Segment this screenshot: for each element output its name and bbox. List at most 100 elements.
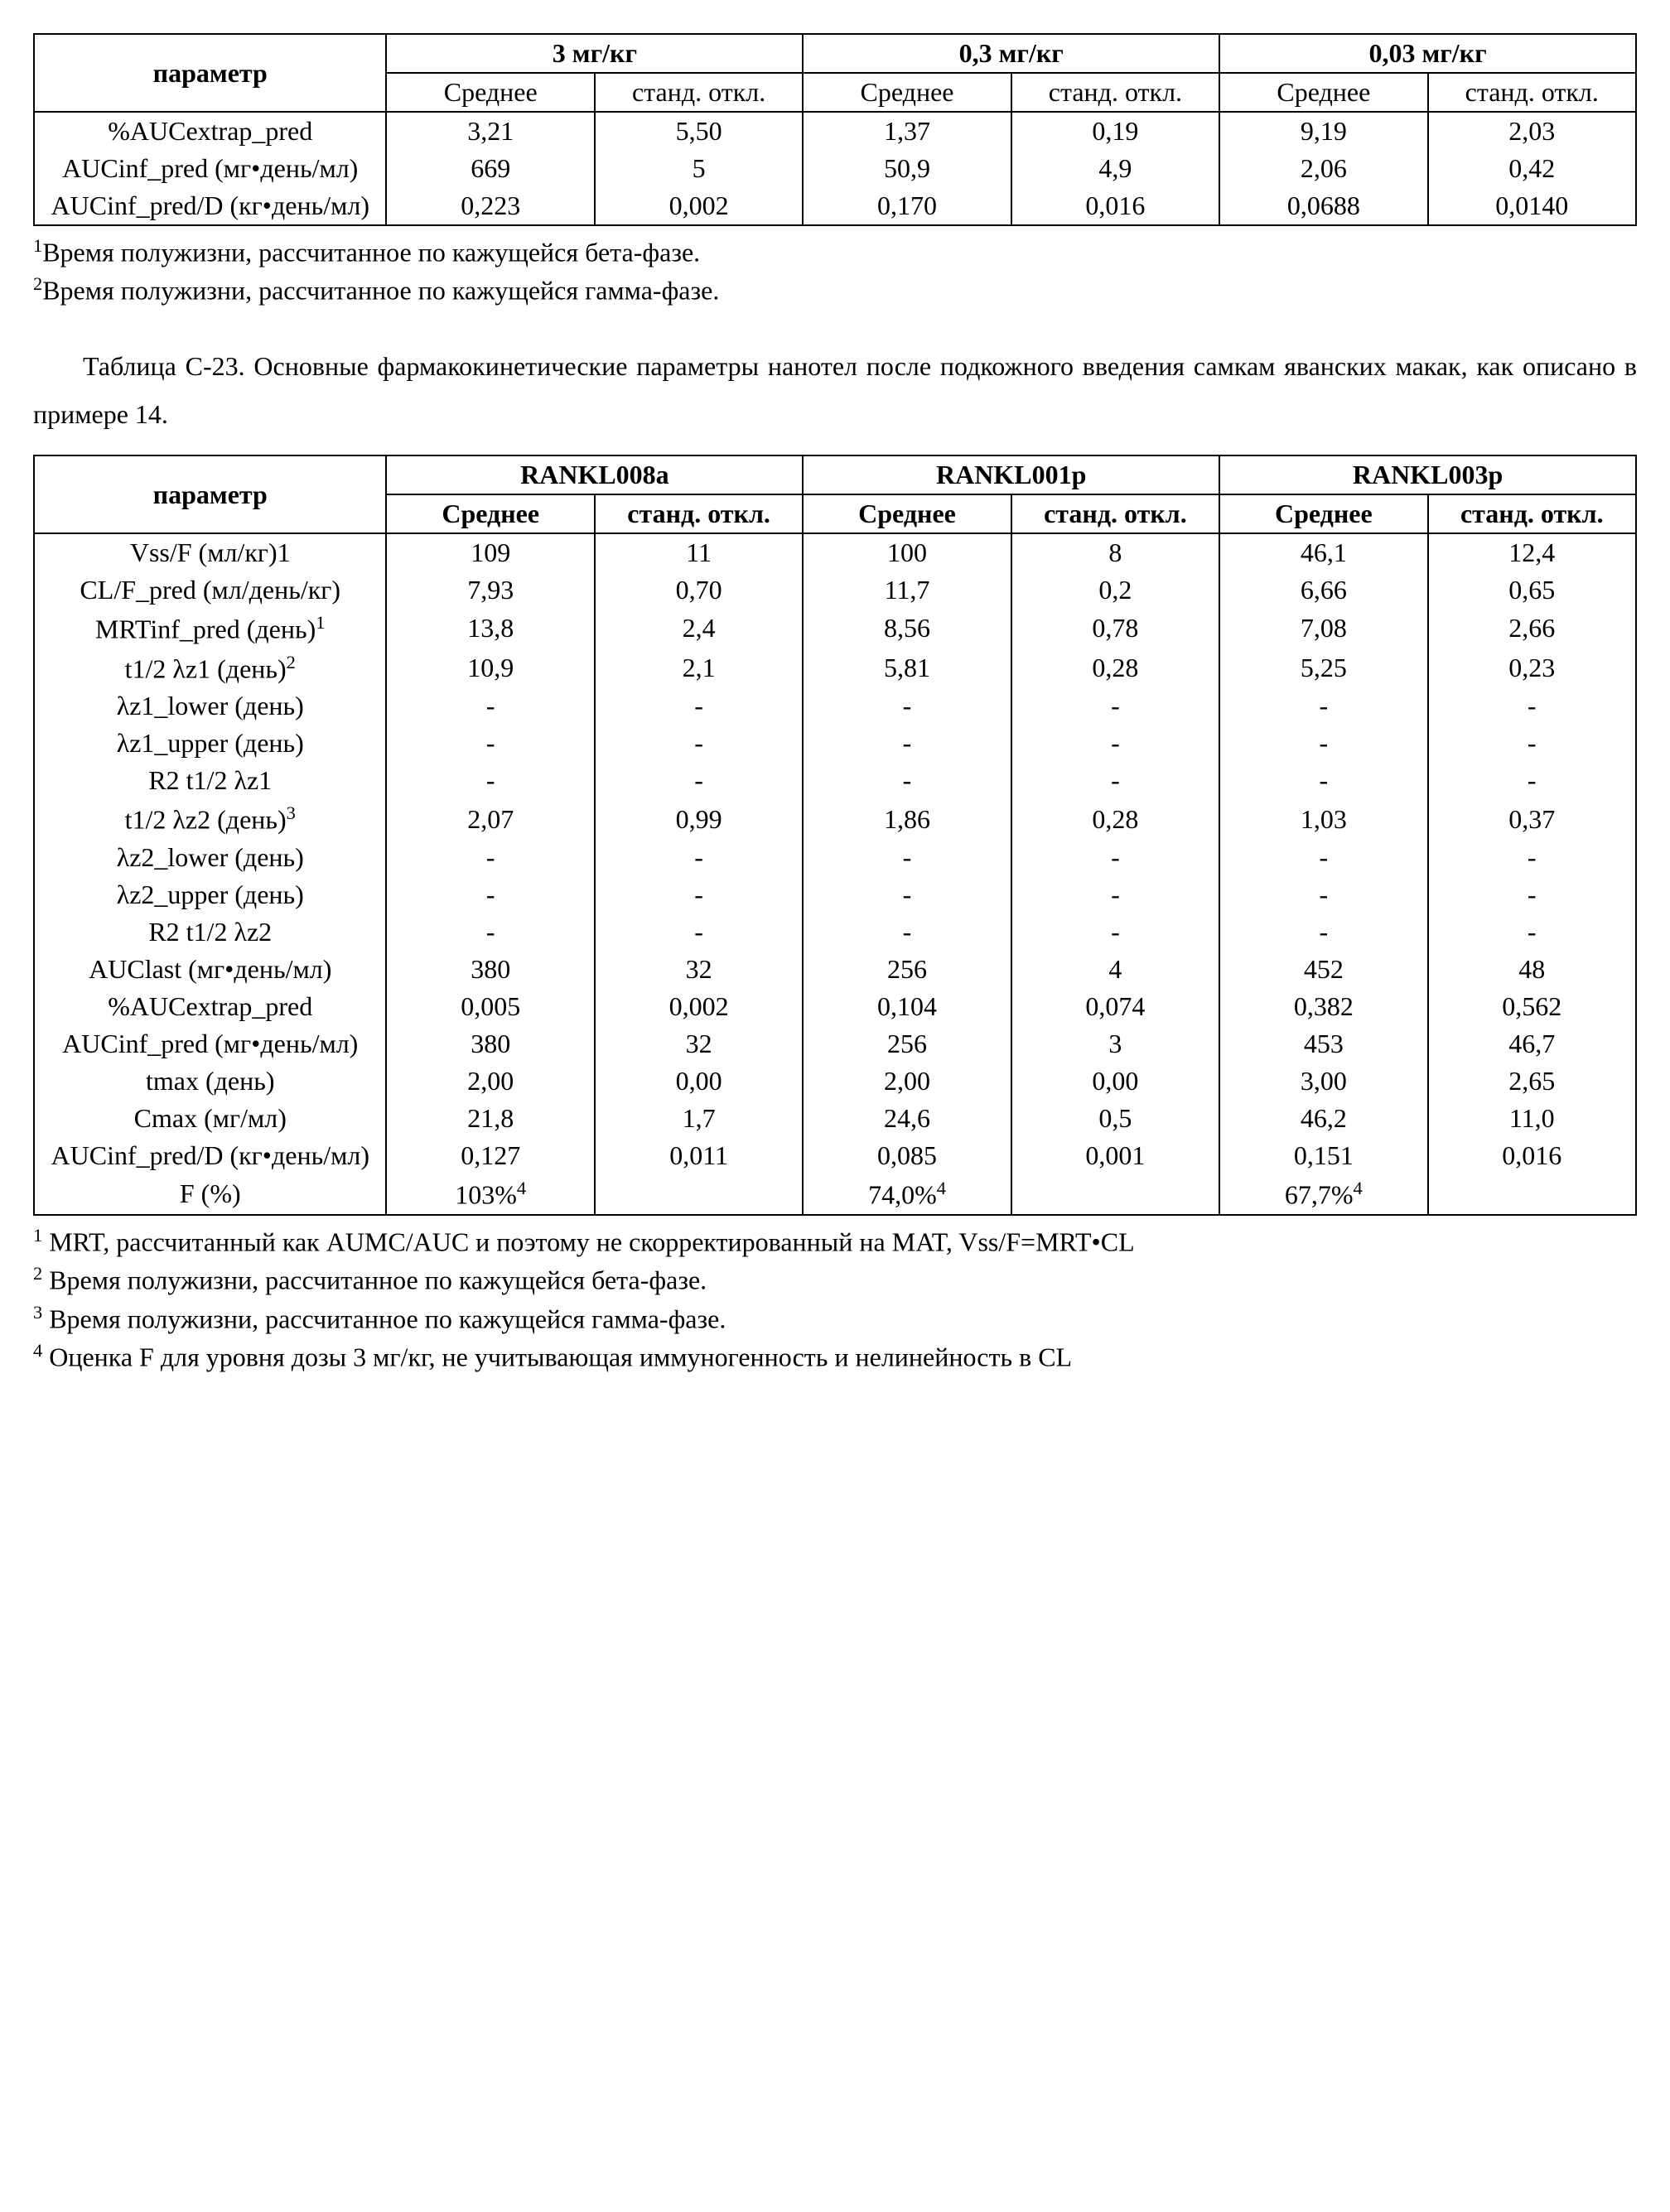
data-cell: - [1428, 876, 1636, 913]
data-cell: 46,7 [1428, 1025, 1636, 1063]
data-cell: 0,223 [386, 187, 594, 225]
table-row: Vss/F (мл/кг)110911100846,112,4 [34, 533, 1636, 571]
table-1-body: %AUCextrap_pred3,215,501,370,199,192,03A… [34, 112, 1636, 225]
param-cell: tmax (день) [34, 1063, 386, 1100]
data-cell: 0,65 [1428, 571, 1636, 609]
data-cell [595, 1174, 803, 1215]
data-cell: - [386, 762, 594, 799]
data-cell: - [803, 913, 1011, 951]
table-row: AUCinf_pred (мг•день/мл)669550,94,92,060… [34, 150, 1636, 187]
data-cell: 21,8 [386, 1100, 594, 1137]
table-row: tmax (день)2,000,002,000,003,002,65 [34, 1063, 1636, 1100]
data-cell: 46,1 [1219, 533, 1427, 571]
data-cell: 0,016 [1428, 1137, 1636, 1174]
table-row: %AUCextrap_pred3,215,501,370,199,192,03 [34, 112, 1636, 150]
data-cell: 2,07 [386, 799, 594, 839]
data-cell: 0,23 [1428, 648, 1636, 688]
data-cell: - [1428, 762, 1636, 799]
table-1-group-1: 0,3 мг/кг [803, 34, 1219, 73]
data-cell: 256 [803, 1025, 1011, 1063]
data-cell: 3,00 [1219, 1063, 1427, 1100]
data-cell: 0,00 [1011, 1063, 1219, 1100]
data-cell: 8,56 [803, 609, 1011, 648]
data-cell: 2,1 [595, 648, 803, 688]
table-1-footnotes: 1Время полужизни, рассчитанное по кажуще… [33, 233, 1637, 310]
table-1-group-2: 0,03 мг/кг [1219, 34, 1636, 73]
data-cell: 50,9 [803, 150, 1011, 187]
data-cell: 24,6 [803, 1100, 1011, 1137]
table-1-sub-0: Среднее [386, 73, 594, 112]
data-cell: 452 [1219, 951, 1427, 988]
param-cell: AUCinf_pred (мг•день/мл) [34, 150, 386, 187]
table-1-sub-3: станд. откл. [1011, 73, 1219, 112]
data-cell: - [1011, 762, 1219, 799]
data-cell: 0,99 [595, 799, 803, 839]
param-cell: Vss/F (мл/кг)1 [34, 533, 386, 571]
data-cell: 7,08 [1219, 609, 1427, 648]
data-cell: 0,28 [1011, 648, 1219, 688]
data-cell: - [1428, 725, 1636, 762]
param-cell: F (%) [34, 1174, 386, 1215]
data-cell: 46,2 [1219, 1100, 1427, 1137]
data-cell: - [1011, 876, 1219, 913]
data-cell: 669 [386, 150, 594, 187]
table-1-sub-5: станд. откл. [1428, 73, 1636, 112]
data-cell: 2,00 [386, 1063, 594, 1100]
table-row: Cmax (мг/мл)21,81,724,60,546,211,0 [34, 1100, 1636, 1137]
data-cell: 0,170 [803, 187, 1011, 225]
data-cell: - [1219, 725, 1427, 762]
table-row: AUCinf_pred/D (кг•день/мл)0,1270,0110,08… [34, 1137, 1636, 1174]
data-cell: 2,03 [1428, 112, 1636, 150]
table-2-body: Vss/F (мл/кг)110911100846,112,4CL/F_pred… [34, 533, 1636, 1215]
data-cell: 10,9 [386, 648, 594, 688]
data-cell: 0,37 [1428, 799, 1636, 839]
data-cell: 9,19 [1219, 112, 1427, 150]
param-cell: AUClast (мг•день/мл) [34, 951, 386, 988]
table-2-sub-4: Среднее [1219, 494, 1427, 533]
data-cell: - [1428, 913, 1636, 951]
table-2-sub-5: станд. откл. [1428, 494, 1636, 533]
data-cell: 0,002 [595, 988, 803, 1025]
data-cell: 11,7 [803, 571, 1011, 609]
data-cell: - [1219, 687, 1427, 725]
data-cell: - [595, 913, 803, 951]
table-2-sub-0: Среднее [386, 494, 594, 533]
data-cell: 67,7%4 [1219, 1174, 1427, 1215]
data-cell: 4,9 [1011, 150, 1219, 187]
table-1-sub-2: Среднее [803, 73, 1011, 112]
data-cell: 1,86 [803, 799, 1011, 839]
data-cell: 1,03 [1219, 799, 1427, 839]
data-cell: 6,66 [1219, 571, 1427, 609]
data-cell: 2,00 [803, 1063, 1011, 1100]
param-cell: λz1_upper (день) [34, 725, 386, 762]
data-cell: - [595, 725, 803, 762]
data-cell: - [386, 839, 594, 876]
param-cell: MRTinf_pred (день)1 [34, 609, 386, 648]
data-cell: - [803, 876, 1011, 913]
param-cell: Cmax (мг/мл) [34, 1100, 386, 1137]
data-cell: 0,005 [386, 988, 594, 1025]
data-cell: 0,002 [595, 187, 803, 225]
table-2-sub-3: станд. откл. [1011, 494, 1219, 533]
data-cell: 0,562 [1428, 988, 1636, 1025]
table-1-sub-4: Среднее [1219, 73, 1427, 112]
data-cell: 2,06 [1219, 150, 1427, 187]
param-cell: AUCinf_pred/D (кг•день/мл) [34, 187, 386, 225]
data-cell: 0,0688 [1219, 187, 1427, 225]
data-cell: 4 [1011, 951, 1219, 988]
table-row: AUCinf_pred (мг•день/мл)38032256345346,7 [34, 1025, 1636, 1063]
data-cell: 0,42 [1428, 150, 1636, 187]
data-cell: 32 [595, 951, 803, 988]
table-row: F (%)103%474,0%467,7%4 [34, 1174, 1636, 1215]
data-cell: - [803, 687, 1011, 725]
data-cell: 0,28 [1011, 799, 1219, 839]
param-cell: λz2_upper (день) [34, 876, 386, 913]
data-cell: - [1428, 687, 1636, 725]
data-cell: 109 [386, 533, 594, 571]
footnote: 3 Время полужизни, рассчитанное по кажущ… [33, 1299, 1637, 1337]
param-cell: t1/2 λz2 (день)3 [34, 799, 386, 839]
data-cell: 2,65 [1428, 1063, 1636, 1100]
footnote: 4 Оценка F для уровня дозы 3 мг/кг, не у… [33, 1337, 1637, 1376]
data-cell: 380 [386, 1025, 594, 1063]
data-cell: - [595, 687, 803, 725]
